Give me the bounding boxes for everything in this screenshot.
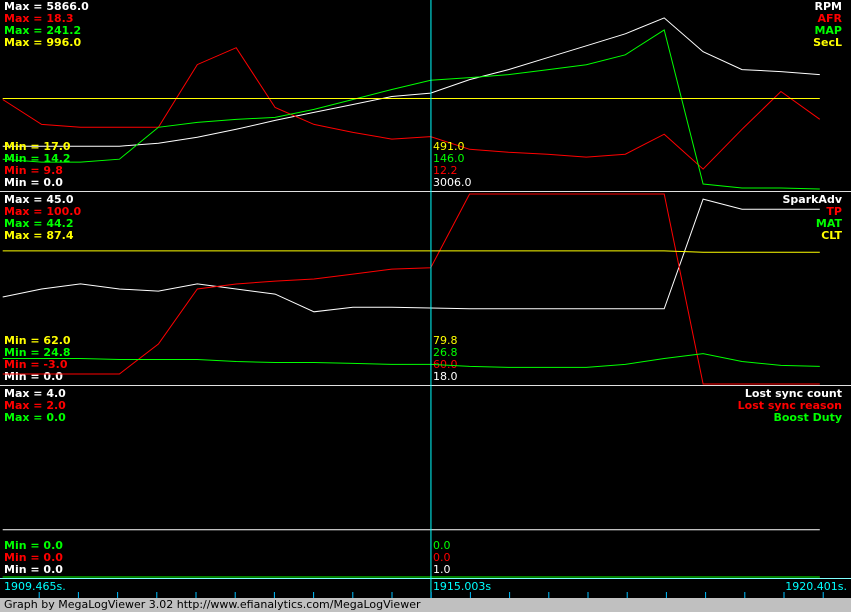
min-label: Min = 0.0	[4, 176, 63, 189]
time-start: 1909.465s.	[4, 580, 66, 593]
cursor-value: 18.0	[433, 370, 458, 383]
trace-name: TP	[826, 205, 842, 218]
trace-name: SparkAdv	[782, 193, 842, 206]
min-label: Min = 0.0	[4, 370, 63, 383]
max-label: Max = 100.0	[4, 205, 81, 218]
time-end: 1920.401s.	[785, 580, 847, 593]
trace	[2, 198, 820, 313]
min-label: Min = 0.0	[4, 539, 63, 552]
max-label: Max = 4.0	[4, 387, 66, 400]
min-label: Min = 17.0	[4, 140, 71, 153]
trace-name: Lost sync count	[745, 387, 842, 400]
cursor-value: 0.0	[433, 539, 451, 552]
trace-name: RPM	[815, 0, 842, 13]
max-label: Max = 0.0	[4, 411, 66, 424]
cursor-value: 146.0	[433, 152, 465, 165]
cursor-value: 79.8	[433, 334, 458, 347]
cursor-value: 0.0	[433, 551, 451, 564]
time-cursor: 1915.003s	[433, 580, 491, 593]
max-label: Max = 44.2	[4, 217, 73, 230]
trace-name: Lost sync reason	[738, 399, 842, 412]
max-label: Max = 45.0	[4, 193, 74, 206]
trace	[2, 17, 820, 147]
min-label: Min = 62.0	[4, 334, 71, 347]
cursor-value: 26.8	[433, 346, 458, 359]
max-label: Max = 87.4	[4, 229, 74, 242]
cursor-value: 12.2	[433, 164, 458, 177]
trace	[2, 353, 820, 368]
trace	[2, 47, 821, 170]
trace-name: AFR	[818, 12, 843, 25]
min-label: Min = 0.0	[4, 563, 63, 576]
cursor-value: 1.0	[433, 563, 451, 576]
cursor-value: 60.0	[433, 358, 458, 371]
trace-name: Boost Duty	[773, 411, 842, 424]
status-bar	[0, 598, 851, 612]
min-label: Min = 24.8	[4, 346, 71, 359]
trace	[2, 29, 820, 190]
trace-name: MAP	[814, 24, 842, 37]
min-label: Min = 0.0	[4, 551, 63, 564]
max-label: Max = 2.0	[4, 399, 66, 412]
cursor-value: 3006.0	[433, 176, 472, 189]
min-label: Min = -3.0	[4, 358, 68, 371]
trace-name: SecL	[813, 36, 842, 49]
max-label: Max = 5866.0	[4, 0, 89, 13]
max-label: Max = 18.3	[4, 12, 73, 25]
min-label: Min = 9.8	[4, 164, 63, 177]
footer: Graph by MegaLogViewer 3.02 http://www.e…	[4, 598, 421, 611]
trace-name: CLT	[821, 229, 842, 242]
max-label: Max = 996.0	[4, 36, 81, 49]
max-label: Max = 241.2	[4, 24, 81, 37]
min-label: Min = 14.2	[4, 152, 71, 165]
cursor-value: 491.0	[433, 140, 465, 153]
trace	[2, 250, 820, 253]
trace-name: MAT	[816, 217, 843, 230]
